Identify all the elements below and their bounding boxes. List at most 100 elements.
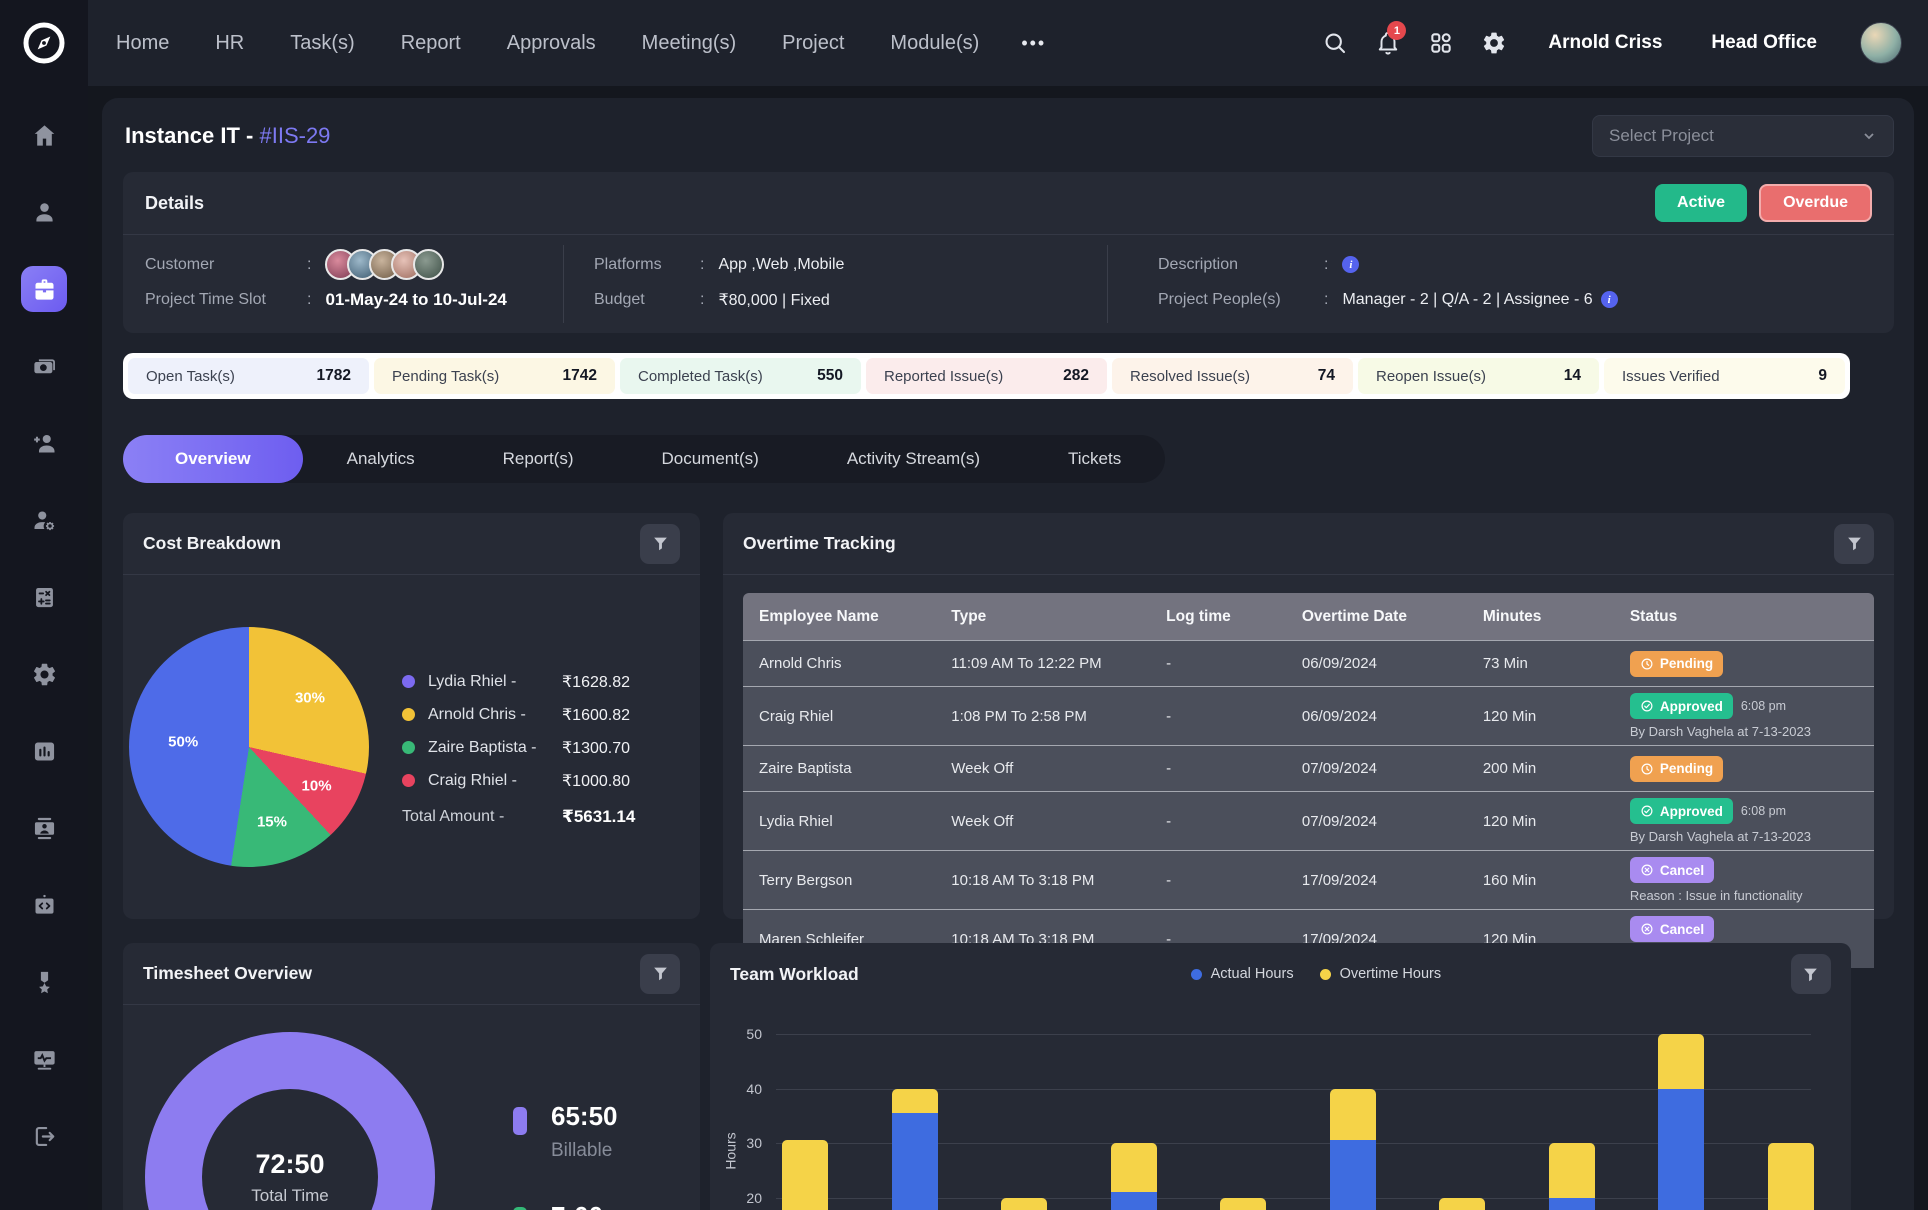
- cell-date: 06/09/2024: [1301, 655, 1377, 672]
- cell-status: Pending: [1614, 755, 1874, 782]
- stat-label: Issues Verified: [1622, 367, 1720, 385]
- nav-item-modules[interactable]: Module(s): [890, 31, 980, 54]
- stat-completed-task-s-[interactable]: Completed Task(s) 550: [620, 358, 861, 394]
- stacked-bar[interactable]: [782, 1140, 828, 1210]
- billable-label: Billable: [551, 1140, 613, 1161]
- tab-activitystreams[interactable]: Activity Stream(s): [846, 449, 980, 468]
- table-row[interactable]: Craig Rhiel 1:08 PM To 2:58 PM - 06/09/2024…: [743, 686, 1874, 745]
- nav-item-report[interactable]: Report: [400, 31, 461, 54]
- project-code-link[interactable]: #IIS-29: [259, 123, 331, 148]
- overtime-segment: [1548, 1143, 1595, 1198]
- stat-open-task-s-[interactable]: Open Task(s) 1782: [128, 358, 369, 394]
- legend-dot: [402, 774, 415, 787]
- settings-gear-icon[interactable]: [1481, 30, 1507, 56]
- nav-item-home[interactable]: Home: [116, 31, 170, 54]
- stat-pending-task-s-[interactable]: Pending Task(s) 1742: [374, 358, 615, 394]
- gridline: [776, 1088, 1811, 1090]
- stacked-bar[interactable]: [1658, 1034, 1704, 1210]
- project-select[interactable]: Select Project: [1592, 115, 1894, 157]
- sidebar-item-settings-icon[interactable]: [21, 651, 67, 697]
- sidebar-item-user-add-icon[interactable]: [21, 420, 67, 466]
- user-name[interactable]: Arnold Criss: [1548, 32, 1663, 53]
- stat-reopen-issue-s-[interactable]: Reopen Issue(s) 14: [1358, 358, 1599, 394]
- tab-overview[interactable]: Overview: [123, 435, 303, 483]
- stacked-bar[interactable]: [1548, 1143, 1595, 1210]
- sidebar-item-user-settings-icon[interactable]: [21, 497, 67, 543]
- billable-swatch: [513, 1107, 527, 1135]
- app-logo-compass-icon[interactable]: [0, 0, 88, 86]
- sidebar-item-bar-chart-icon[interactable]: [21, 728, 67, 774]
- workload-legend-actual-hours: Actual Hours: [1190, 966, 1294, 982]
- customer-avatar[interactable]: [413, 249, 445, 280]
- search-icon[interactable]: [1322, 30, 1348, 56]
- status-badge-cancel[interactable]: Cancel: [1629, 916, 1715, 942]
- overtime-tracking-card: Overtime Tracking Employee Name Type Log t…: [723, 513, 1894, 968]
- sidebar-item-briefcase-icon[interactable]: [21, 266, 67, 312]
- sidebar-item-calculator-icon[interactable]: [21, 574, 67, 620]
- people-info-icon[interactable]: i: [1600, 291, 1618, 308]
- sidebar-item-monitor-activity-icon[interactable]: [21, 1036, 67, 1082]
- workload-filter-icon[interactable]: [1790, 954, 1831, 994]
- legend-total-value: ₹5631.14: [562, 807, 636, 826]
- apps-grid-icon[interactable]: [1428, 30, 1454, 56]
- status-badge-pending[interactable]: Pending: [1629, 650, 1724, 677]
- sidebar-item-home-icon[interactable]: [21, 112, 67, 158]
- status-note: By Darsh Vaghela at 7-13-2023: [1629, 724, 1811, 739]
- nav-item-project[interactable]: Project: [782, 31, 845, 54]
- description-info-icon[interactable]: i: [1342, 256, 1360, 273]
- overtime-segment: [1658, 1034, 1704, 1089]
- nav-item-tasks[interactable]: Task(s): [290, 31, 355, 54]
- table-row[interactable]: Zaire Baptista Week Off - 07/09/2024 200 Min…: [743, 745, 1874, 791]
- table-row[interactable]: Arnold Chris 11:09 AM To 12:22 PM - 06/09/2…: [743, 640, 1874, 686]
- status-badge-approved[interactable]: Approved: [1629, 693, 1733, 719]
- office-name[interactable]: Head Office: [1711, 32, 1817, 53]
- timesheet-filter-icon[interactable]: [640, 953, 680, 994]
- status-badge-cancel[interactable]: Cancel: [1629, 857, 1715, 883]
- status-badge-approved[interactable]: Approved: [1629, 798, 1733, 824]
- stat-resolved-issue-s-[interactable]: Resolved Issue(s) 74: [1112, 358, 1353, 394]
- sidebar-item-logout-icon[interactable]: [21, 1113, 67, 1159]
- stat-value: 550: [817, 367, 843, 384]
- sidebar-item-user-icon[interactable]: [21, 189, 67, 235]
- active-button[interactable]: Active: [1655, 184, 1748, 222]
- cost-breakdown-title: Cost Breakdown: [143, 533, 282, 553]
- table-row[interactable]: Lydia Rhiel Week Off - 07/09/2024 120 Min App…: [743, 791, 1874, 850]
- overdue-button[interactable]: Overdue: [1759, 184, 1872, 222]
- stacked-bar[interactable]: [1767, 1143, 1814, 1210]
- status-note: Reason : Issue in functionality: [1629, 888, 1803, 903]
- status-badge-pending[interactable]: Pending: [1629, 755, 1724, 782]
- workload-legend: Actual Hours Overtime Hours: [1190, 966, 1441, 982]
- tab-analytics[interactable]: Analytics: [346, 449, 415, 468]
- stat-issues-verified[interactable]: Issues Verified 9: [1604, 358, 1845, 394]
- sidebar-item-payments-icon[interactable]: [21, 343, 67, 389]
- sidebar-item-medal-icon[interactable]: [21, 959, 67, 1005]
- user-avatar[interactable]: [1860, 22, 1902, 64]
- stat-reported-issue-s-[interactable]: Reported Issue(s) 282: [866, 358, 1107, 394]
- stacked-bar[interactable]: [1220, 1197, 1266, 1210]
- sidebar-item-contact-card-icon[interactable]: [21, 805, 67, 851]
- nav-item-hr[interactable]: HR: [215, 31, 245, 54]
- stacked-bar[interactable]: [891, 1088, 938, 1210]
- cell-status: Pending: [1614, 650, 1874, 677]
- total-time-label: Total Time: [251, 1185, 329, 1205]
- cost-filter-icon[interactable]: [640, 523, 680, 564]
- stacked-bar[interactable]: [1001, 1197, 1047, 1210]
- more-menu-button[interactable]: •••: [1021, 32, 1047, 53]
- tab-reports[interactable]: Report(s): [502, 449, 574, 468]
- nav-item-approvals[interactable]: Approvals: [506, 31, 596, 54]
- legend-amount: ₹1000.80: [562, 772, 631, 790]
- stacked-bar[interactable]: [1439, 1197, 1485, 1210]
- notifications-bell-icon[interactable]: 1: [1375, 21, 1407, 56]
- table-row[interactable]: Terry Bergson 10:18 AM To 3:18 PM - 17/09/2…: [743, 850, 1874, 909]
- sidebar-item-code-box-icon[interactable]: [21, 882, 67, 928]
- stacked-bar[interactable]: [1110, 1143, 1157, 1210]
- tab-documents[interactable]: Document(s): [661, 449, 759, 468]
- nav-item-meetings[interactable]: Meeting(s): [641, 31, 737, 54]
- project-select-value: Select Project: [1609, 126, 1714, 145]
- overtime-filter-icon[interactable]: [1834, 523, 1874, 564]
- legend-amount: ₹1600.82: [562, 706, 631, 724]
- customer-avatars[interactable]: [325, 249, 445, 280]
- tab-tickets[interactable]: Tickets: [1068, 449, 1122, 468]
- column-header-status: Status: [1629, 607, 1678, 625]
- stacked-bar[interactable]: [1329, 1088, 1376, 1210]
